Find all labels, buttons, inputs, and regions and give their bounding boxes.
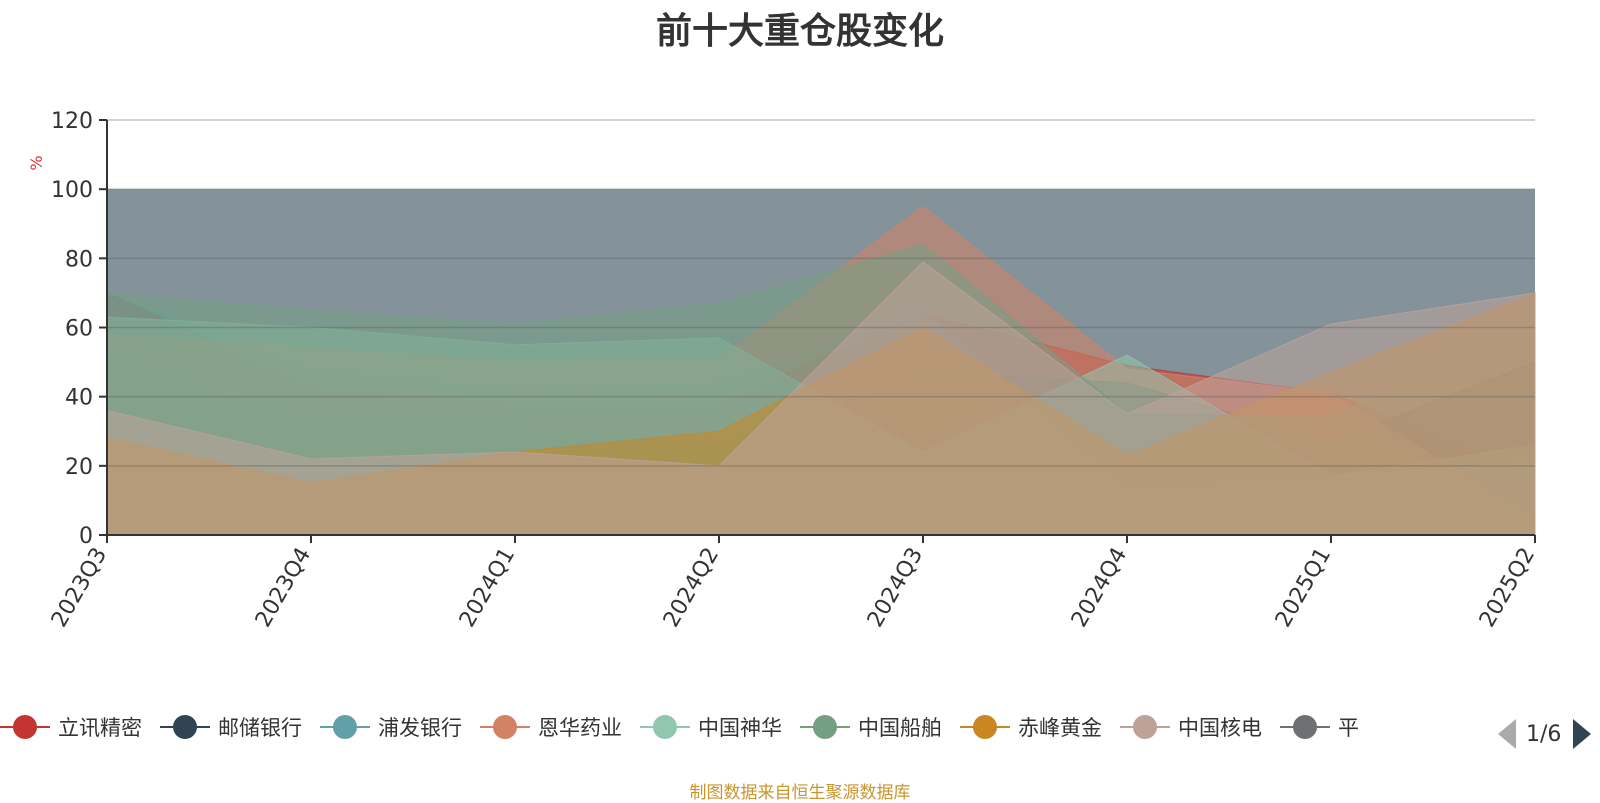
x-tick-label: 2024Q1	[455, 544, 520, 632]
legend-label: 浦发银行	[378, 716, 462, 740]
legend-item[interactable]: 恩华药业	[480, 712, 622, 742]
legend-label: 中国神华	[698, 716, 782, 740]
legend-item[interactable]: 中国神华	[640, 712, 782, 742]
legend-pager: 1/6	[1498, 716, 1592, 752]
legend-marker-icon	[480, 712, 530, 742]
y-axis-unit-label: %	[27, 155, 46, 170]
legend-prev-page-icon[interactable]	[1498, 719, 1516, 749]
legend-label: 中国船舶	[858, 716, 942, 740]
x-tick-label: 2023Q3	[47, 544, 112, 632]
x-tick-label: 2024Q4	[1067, 544, 1132, 632]
legend-label: 赤峰黄金	[1018, 716, 1102, 740]
legend-marker-icon	[1120, 712, 1170, 742]
y-tick-label: 0	[79, 524, 93, 549]
x-tick-label: 2024Q2	[659, 544, 724, 632]
legend-page-indicator: 1/6	[1526, 721, 1562, 747]
y-tick-label: 80	[65, 247, 93, 272]
legend-item[interactable]: 浦发银行	[320, 712, 462, 742]
y-tick-label: 120	[51, 109, 93, 134]
y-tick-label: 20	[65, 455, 93, 480]
x-tick-label: 2025Q1	[1271, 544, 1336, 632]
legend: 立讯精密 邮储银行 浦发银行 恩华药业 中国神华 中国船舶 赤峰黄金 中国核电 平	[0, 712, 1490, 752]
legend-marker-icon	[960, 712, 1010, 742]
x-tick-label: 2025Q2	[1475, 544, 1540, 632]
y-tick-label: 40	[65, 386, 93, 411]
legend-marker-icon	[800, 712, 850, 742]
chart-title: 前十大重仓股变化	[655, 11, 944, 52]
x-tick-label: 2024Q3	[863, 544, 928, 632]
legend-marker-icon	[160, 712, 210, 742]
series-area-8	[106, 261, 1536, 536]
legend-label: 邮储银行	[218, 716, 302, 740]
legend-item[interactable]: 平	[1280, 712, 1359, 742]
legend-next-page-icon[interactable]	[1573, 719, 1592, 749]
y-tick-label: 100	[51, 178, 93, 203]
x-tick-label: 2023Q4	[251, 544, 316, 632]
legend-item[interactable]: 中国核电	[1120, 712, 1262, 742]
legend-marker-icon	[640, 712, 690, 742]
legend-label: 中国核电	[1178, 716, 1262, 740]
legend-item[interactable]: 邮储银行	[160, 712, 302, 742]
legend-label: 立讯精密	[58, 716, 142, 740]
legend-item[interactable]: 赤峰黄金	[960, 712, 1102, 742]
y-tick-label: 60	[65, 317, 93, 342]
source-note: 制图数据来自恒生聚源数据库	[689, 783, 911, 803]
legend-label: 平	[1338, 716, 1359, 740]
legend-label: 恩华药业	[538, 716, 622, 740]
legend-marker-icon	[0, 712, 50, 742]
legend-item[interactable]: 中国船舶	[800, 712, 942, 742]
legend-marker-icon	[320, 712, 370, 742]
legend-item[interactable]: 立讯精密	[0, 712, 142, 742]
legend-marker-icon	[1280, 712, 1330, 742]
